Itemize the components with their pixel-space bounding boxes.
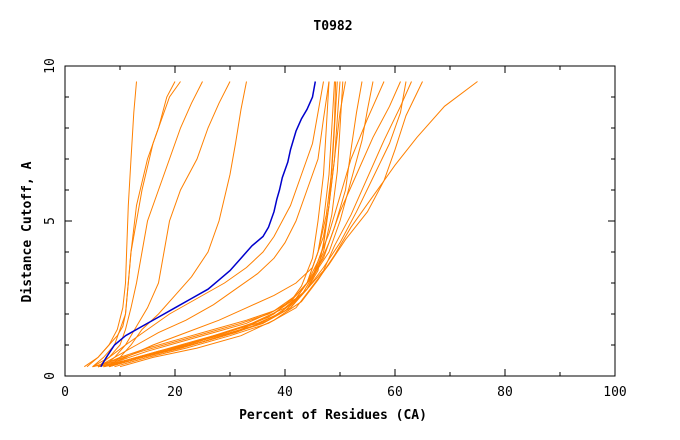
- series-line-2: [84, 81, 176, 368]
- x-tick-label: 0: [61, 385, 69, 400]
- series-layer: [84, 81, 478, 368]
- y-tick-label: 0: [43, 372, 58, 380]
- series-line-6: [108, 81, 247, 368]
- x-axis-label: Percent of Residues (CA): [239, 408, 427, 423]
- series-line-9: [103, 81, 346, 368]
- series-line-4: [97, 81, 203, 368]
- x-tick-label: 80: [497, 385, 513, 400]
- highlight-series-line: [100, 81, 317, 368]
- highlight-layer: [100, 81, 317, 368]
- chart-title: T0982: [313, 19, 352, 34]
- y-tick-label: 10: [43, 58, 58, 74]
- series-line-12: [108, 81, 341, 368]
- series-line-22: [108, 81, 407, 368]
- series-line-23: [119, 81, 478, 368]
- x-tick-label: 100: [603, 385, 626, 400]
- series-line-20: [103, 81, 412, 368]
- series-line-7: [92, 81, 324, 368]
- ticks-layer: 0 20 40 60 80 100 0 5 10: [43, 58, 627, 400]
- series-line-11: [92, 81, 330, 368]
- series-line-1: [86, 81, 137, 368]
- x-tick-label: 20: [167, 385, 183, 400]
- x-tick-label: 60: [387, 385, 403, 400]
- series-line-8: [97, 81, 330, 368]
- y-tick-label: 5: [43, 217, 58, 225]
- series-line-3: [92, 81, 181, 368]
- series-line-18: [97, 81, 385, 368]
- x-tick-label: 40: [277, 385, 293, 400]
- series-line-15: [92, 81, 344, 368]
- y-axis-label: Distance Cutoff, A: [20, 161, 35, 302]
- series-line-21: [114, 81, 423, 368]
